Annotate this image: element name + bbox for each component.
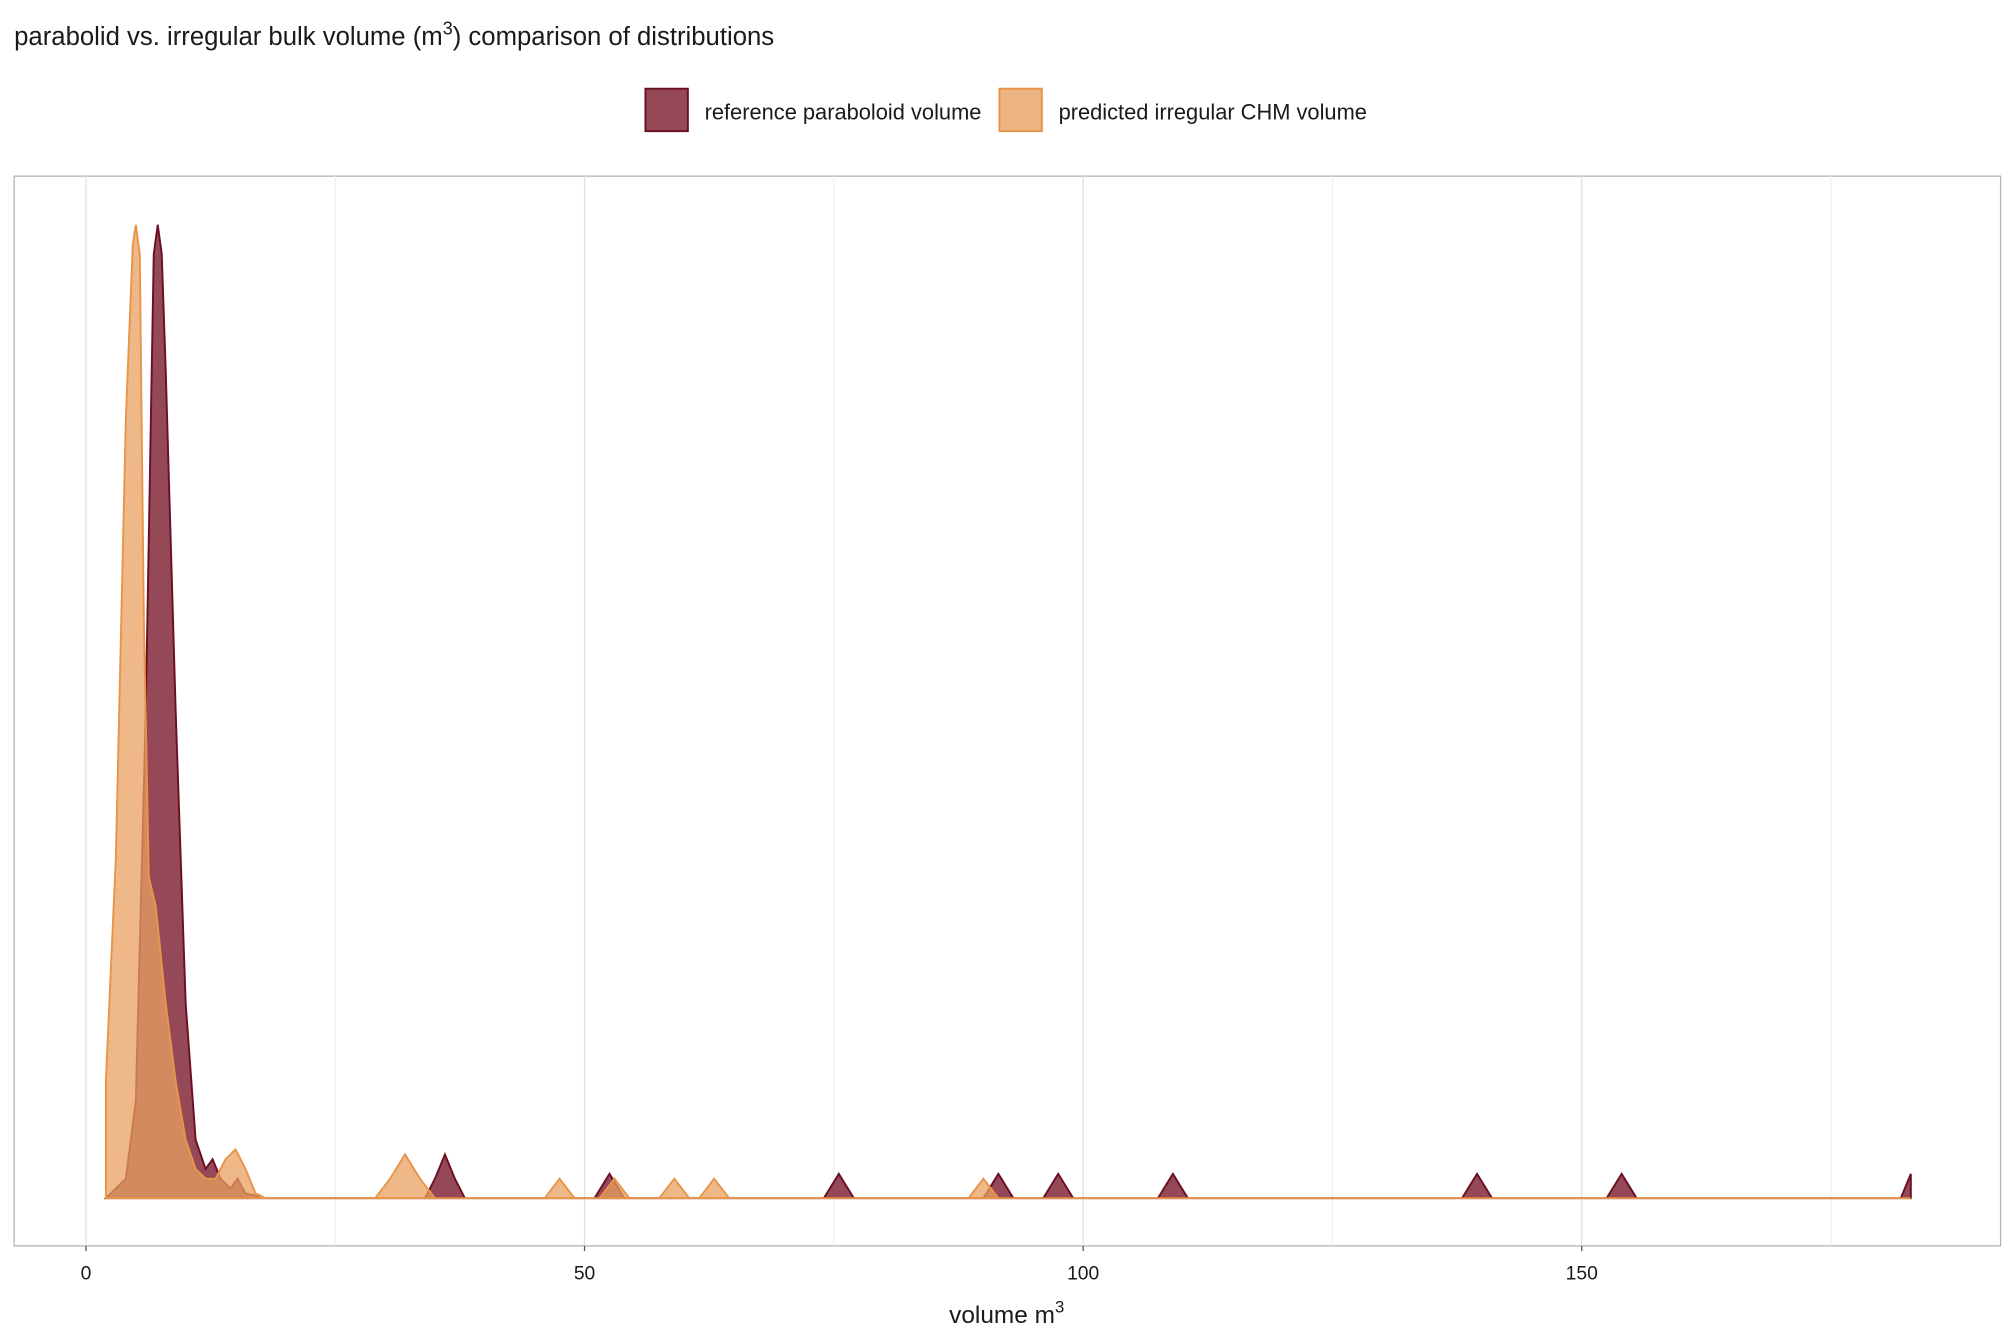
legend-key [998,87,1043,133]
density-area [103,224,1912,1200]
x-tick-label: 50 [574,1263,595,1284]
density-area [104,224,1911,1200]
x-tick-label: 100 [1067,1263,1099,1284]
x-tick-label: 150 [1566,1263,1598,1284]
x-axis-label: volume m3 [949,1298,1064,1329]
chart-title: parabolid vs. irregular bulk volume (m3)… [14,19,774,51]
panel-border [13,175,2002,1247]
x-tick-label: 0 [81,1263,92,1284]
legend-label: reference paraboloid volume [705,100,982,125]
legend-label: predicted irregular CHM volume [1059,100,1367,125]
legend-key [644,87,689,133]
